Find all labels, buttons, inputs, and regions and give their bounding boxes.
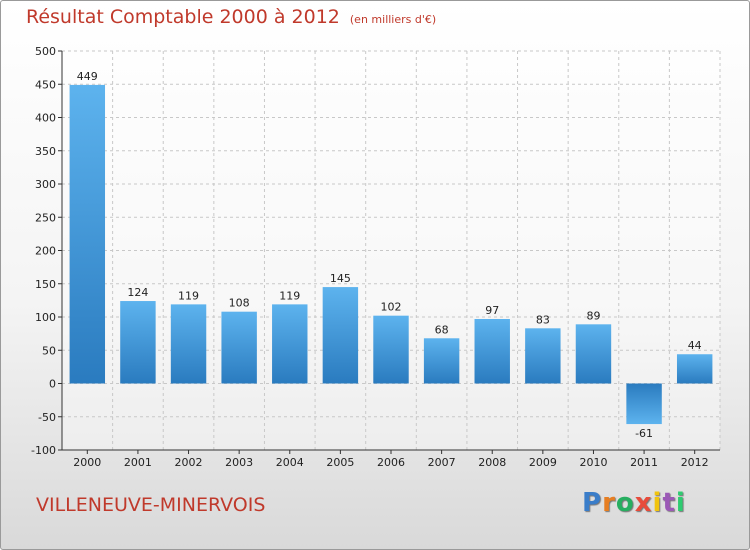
x-tick-label: 2011 [630,456,658,469]
logo-letter: o [615,488,635,518]
x-tick-label: 2012 [681,456,709,469]
bar-value-label: 102 [381,301,402,314]
bar-value-label: 89 [586,309,600,322]
bar-value-label: 97 [485,304,499,317]
bar [221,311,257,384]
y-tick-label: -100 [31,444,56,457]
bar-value-label: 449 [77,70,98,83]
chart-unit-label: (en milliers d'€) [349,13,437,26]
bar [474,318,510,384]
bar [272,304,308,384]
bar [120,301,156,384]
x-tick-label: 2004 [276,456,304,469]
x-tick-label: 2001 [124,456,152,469]
bar-value-label: 119 [279,289,300,302]
x-tick-label: 2003 [225,456,253,469]
x-tick-label: 2006 [377,456,405,469]
bar-value-label: 108 [229,297,250,310]
x-tick-label: 2008 [478,456,506,469]
logo-letter: i [652,488,663,518]
y-tick-label: 250 [35,211,56,224]
bar-value-label: 124 [127,286,148,299]
y-tick-label: 500 [35,45,56,58]
bar [676,354,713,384]
bar [575,324,612,384]
x-tick-label: 2010 [579,456,607,469]
chart-title-text: Résultat Comptable 2000 à 2012 [26,6,340,28]
y-tick-label: 50 [42,344,56,357]
logo-letter: r [602,488,616,518]
x-tick-label: 2009 [529,456,557,469]
y-tick-label: 450 [35,78,56,91]
x-tick-label: 2005 [326,456,354,469]
y-tick-label: 0 [49,378,56,391]
x-tick-label: 2007 [428,456,456,469]
bar [69,84,106,384]
y-tick-label: 350 [35,145,56,158]
bar-value-label: 119 [178,289,199,302]
bar [373,315,409,384]
bar [423,338,460,384]
y-tick-label: 150 [35,278,56,291]
x-tick-label: 2002 [175,456,203,469]
y-tick-label: 200 [35,245,56,258]
bar [626,383,662,425]
bar-value-label: 145 [330,272,351,285]
bar-value-label: 68 [435,323,449,336]
commune-name: VILLENEUVE-MINERVOIS [36,494,266,516]
proxiti-logo: Proxiti [582,488,686,518]
bar-value-label: -61 [635,427,653,440]
logo-letter: t [662,488,676,518]
bar [170,304,207,384]
bar-value-label: 83 [536,313,550,326]
y-tick-label: 100 [35,311,56,324]
y-tick-label: 300 [35,178,56,191]
chart-title: Résultat Comptable 2000 à 2012 (en millie… [26,6,436,28]
y-tick-label: 400 [35,112,56,125]
logo-letter: i [675,488,686,518]
x-tick-label: 2000 [73,456,101,469]
bar [322,287,359,384]
logo-letter: P [582,488,603,518]
y-tick-label: -50 [38,411,56,424]
logo-letter: x [634,488,653,518]
bar [525,328,561,384]
bar-value-label: 44 [688,339,702,352]
